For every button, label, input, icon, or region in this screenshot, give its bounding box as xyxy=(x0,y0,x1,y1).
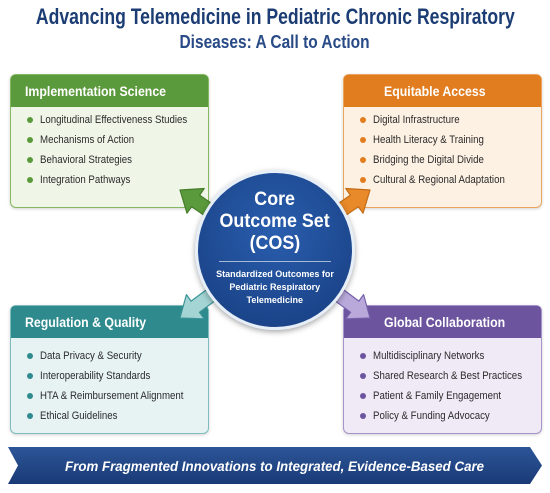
pillar-item-list: Longitudinal Effectiveness Studies Mecha… xyxy=(11,107,208,190)
pillar-item-label: Patient & Family Engagement xyxy=(373,390,502,402)
hub-subtitle-text: Telemedicine xyxy=(246,295,304,306)
pillar-card-global-collaboration: Global Collaboration Multidisciplinary N… xyxy=(343,305,542,434)
hub-subtitle-line: Pediatric Respiratory xyxy=(198,279,352,293)
hub-title-line: (COS) xyxy=(198,233,352,255)
pillar-item: Mechanisms of Action xyxy=(27,130,208,150)
pillar-card-implementation-science: Implementation Science Longitudinal Effe… xyxy=(10,74,209,208)
pillar-item-label: Interoperability Standards xyxy=(40,370,151,382)
pillar-item-label: Mechanisms of Action xyxy=(40,134,135,146)
page-title: Advancing Telemedicine in Pediatric Chro… xyxy=(0,3,550,31)
pillar-item-list: Digital Infrastructure Health Literacy &… xyxy=(344,107,541,190)
bullet-dot xyxy=(27,177,33,183)
pillar-item-label: Shared Research & Best Practices xyxy=(373,370,523,382)
bullet-dot xyxy=(360,413,366,419)
pillar-header: Regulation & Quality xyxy=(11,306,208,338)
pillar-card-regulation-quality: Regulation & Quality Data Privacy & Secu… xyxy=(10,305,209,434)
hub-subtitle-text: Standardized Outcomes for xyxy=(216,269,334,280)
banner-text-wrap: From Fragmented Innovations to Integrate… xyxy=(8,447,542,484)
bullet-dot xyxy=(27,413,33,419)
pillar-item-label: Policy & Funding Advocacy xyxy=(373,410,490,422)
pillar-item-label: Longitudinal Effectiveness Studies xyxy=(40,114,188,126)
pillar-item: Digital Infrastructure xyxy=(360,110,541,130)
bullet-dot xyxy=(27,393,33,399)
hub-subtitle-text: Pediatric Respiratory xyxy=(229,282,321,293)
pillar-item: Ethical Guidelines xyxy=(27,406,208,426)
pillar-item-label: Health Literacy & Training xyxy=(373,134,484,146)
hub-subtitle-line: Standardized Outcomes for xyxy=(198,266,352,280)
bullet-dot xyxy=(27,137,33,143)
bullet-dot xyxy=(360,393,366,399)
bullet-dot xyxy=(360,353,366,359)
core-outcome-set-hub: Core Outcome Set (COS) Standardized Outc… xyxy=(195,170,355,330)
bullet-dot xyxy=(27,157,33,163)
pillar-item: Interoperability Standards xyxy=(27,366,208,386)
bullet-dot xyxy=(360,373,366,379)
hub-title-text: Outcome Set xyxy=(219,211,331,232)
pillar-item: Cultural & Regional Adaptation xyxy=(360,170,541,190)
pillar-item-list: Data Privacy & Security Interoperability… xyxy=(11,338,208,426)
pillar-item: Multidisciplinary Networks xyxy=(360,346,541,366)
hub-title-text: (COS) xyxy=(249,233,301,254)
pillar-item-label: Data Privacy & Security xyxy=(40,350,142,362)
banner-shape xyxy=(8,447,542,484)
title-line-2: Diseases: A Call to Action xyxy=(179,31,371,52)
pillar-item-label: Behavioral Strategies xyxy=(40,154,133,166)
bullet-dot xyxy=(27,353,33,359)
pillar-card-equitable-access: Equitable Access Digital Infrastructure … xyxy=(343,74,542,208)
banner-text: From Fragmented Innovations to Integrate… xyxy=(65,457,485,474)
pillar-header: Implementation Science xyxy=(11,75,208,107)
bullet-dot xyxy=(360,157,366,163)
banner: From Fragmented Innovations to Integrate… xyxy=(8,447,542,484)
bullet-dot xyxy=(360,117,366,123)
pillar-title: Equitable Access xyxy=(384,83,486,99)
bullet-dot xyxy=(360,137,366,143)
pillar-item-list: Multidisciplinary Networks Shared Resear… xyxy=(344,338,541,426)
pillar-item: Shared Research & Best Practices xyxy=(360,366,541,386)
pillar-item: Patient & Family Engagement xyxy=(360,386,541,406)
pillar-title: Implementation Science xyxy=(25,83,167,99)
title-line-1: Advancing Telemedicine in Pediatric Chro… xyxy=(35,4,515,29)
pillar-item: HTA & Reimbursement Alignment xyxy=(27,386,208,406)
pillar-header: Equitable Access xyxy=(344,75,541,107)
page-subtitle: Diseases: A Call to Action xyxy=(0,31,550,53)
pillar-item-label: Digital Infrastructure xyxy=(373,114,460,126)
pillar-item-label: HTA & Reimbursement Alignment xyxy=(40,390,184,402)
banner-arrow-shape xyxy=(8,447,542,484)
pillar-item-label: Cultural & Regional Adaptation xyxy=(373,174,505,186)
bullet-dot xyxy=(27,373,33,379)
hub-title-line: Outcome Set xyxy=(198,211,352,233)
pillar-item-label: Multidisciplinary Networks xyxy=(373,350,485,362)
hub-subtitle-line: Telemedicine xyxy=(198,292,352,306)
bullet-dot xyxy=(27,117,33,123)
bullet-dot xyxy=(360,177,366,183)
pillar-item-label: Ethical Guidelines xyxy=(40,410,118,422)
hub-title-text: Core xyxy=(254,189,296,210)
pillar-item: Data Privacy & Security xyxy=(27,346,208,366)
pillar-item: Health Literacy & Training xyxy=(360,130,541,150)
pillar-item: Policy & Funding Advocacy xyxy=(360,406,541,426)
pillar-header: Global Collaboration xyxy=(344,306,541,338)
pillar-item-label: Bridging the Digital Divide xyxy=(373,154,484,166)
pillar-item: Behavioral Strategies xyxy=(27,150,208,170)
pillar-item: Longitudinal Effectiveness Studies xyxy=(27,110,208,130)
pillar-item-label: Integration Pathways xyxy=(40,174,131,186)
pillar-title: Regulation & Quality xyxy=(25,314,147,330)
hub-divider xyxy=(219,261,331,262)
pillar-item: Bridging the Digital Divide xyxy=(360,150,541,170)
hub-title-line: Core xyxy=(198,189,352,211)
pillar-item: Integration Pathways xyxy=(27,170,208,190)
pillar-title: Global Collaboration xyxy=(384,314,506,330)
